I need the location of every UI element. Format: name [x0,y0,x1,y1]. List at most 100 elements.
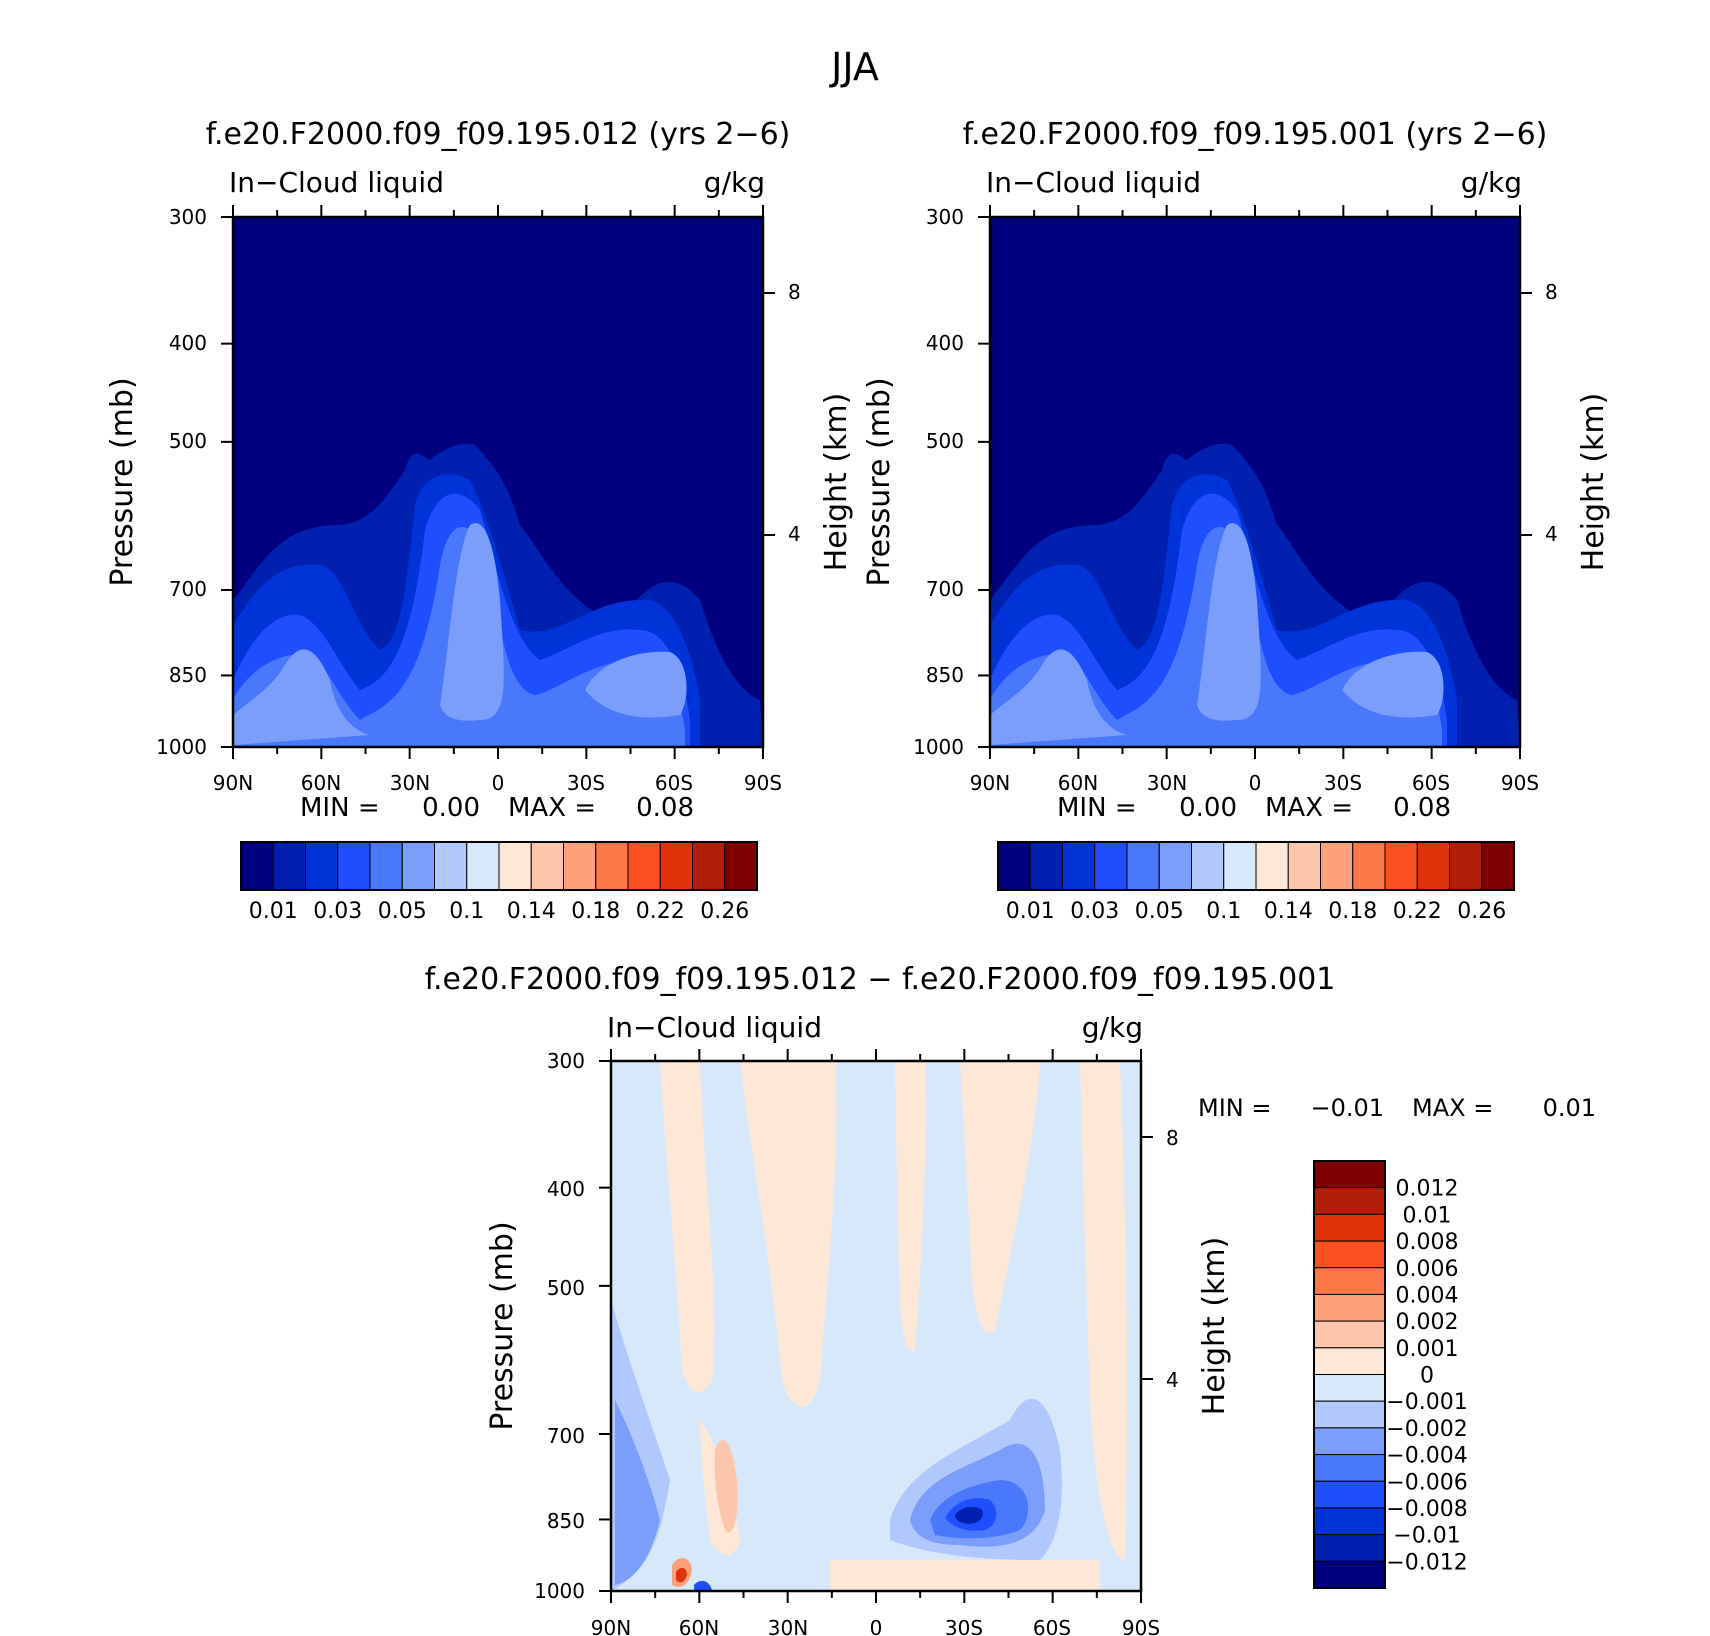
colorbar-label: 0.14 [1264,899,1313,924]
colorbar-box [1313,1320,1386,1349]
min-label: MIN = [1057,793,1137,823]
colorbar-box [1313,1534,1386,1562]
max-label: MAX = [508,793,596,823]
colorbar-box [1313,1187,1386,1215]
field-negative-5 [694,1580,712,1591]
colorbar-label: 0.22 [636,899,685,924]
field-positive-6 [676,1567,687,1583]
y-tick-label: 300 [926,205,964,229]
colorbar-box [337,841,371,891]
max-label: MAX = [1265,793,1353,823]
colorbar-label: −0.008 [1386,1497,1467,1522]
colorbar-label: 0.26 [700,899,749,924]
colorbar-frame [1313,1160,1386,1589]
min-value: 0.00 [422,793,480,823]
x-tick-label: 60S [1412,771,1450,795]
colorbar-box [498,841,532,891]
panel-3-title: f.e20.F2000.f09_f09.195.012 − f.e20.F200… [425,962,1336,997]
panel-1-units-label: g/kg [704,166,765,199]
x-tick-label: 0 [1249,771,1262,795]
x-tick-label: 60N [679,1616,719,1636]
colorbar-label: −0.01 [1393,1524,1460,1549]
y-tick-label: 300 [169,205,207,229]
colorbar-box [1320,841,1354,891]
panel-3-contour-field [611,1061,1141,1591]
panel-1-contour-field [233,217,763,747]
colorbar-label: 0.03 [313,899,362,924]
x-tick-label: 30S [1324,771,1362,795]
colorbar-box [1449,841,1483,891]
colorbar-box [401,841,435,891]
y-tick-label: 850 [547,1509,585,1533]
x-tick-label: 0 [870,1616,883,1636]
colorbar-label: −0.012 [1386,1550,1467,1575]
colorbar-box [1481,841,1515,891]
field-zero-positive [895,1061,926,1351]
colorbar-label: 0.01 [249,899,298,924]
y2-tick-label: 8 [1545,280,1558,304]
y2-axis-label: Height (km) [1197,1237,1232,1416]
colorbar-box [1191,841,1225,891]
y-tick-label: 1000 [534,1579,585,1603]
colorbar-box [1313,1347,1386,1375]
field-level-6 [233,523,687,745]
field-negative-3 [615,1400,660,1585]
x-tick-label: 30S [567,771,605,795]
panel-3-colorbar: 0.0120.010.0080.0060.0040.0020.0010−0.00… [1313,1160,1468,1589]
colorbar-label: 0.05 [1135,899,1184,924]
y-tick-label: 850 [926,663,964,687]
field-zero-positive [830,1560,1100,1591]
y-tick-label: 400 [926,331,964,355]
y2-tick-label: 4 [788,522,801,546]
colorbar-label: 0.18 [1328,899,1377,924]
y2-tick-label: 4 [1166,1368,1179,1392]
figure-title: JJA [829,45,879,89]
colorbar-box [1313,1480,1386,1509]
colorbar-label: −0.001 [1386,1390,1467,1415]
colorbar-box [1223,841,1257,891]
colorbar-label: −0.004 [1386,1444,1467,1469]
colorbar-label: 0.1 [449,899,484,924]
field-zero-positive [740,1061,837,1407]
x-tick-label: 30S [945,1616,983,1636]
min-label: MIN = [300,793,380,823]
colorbar-box [1313,1267,1386,1295]
colorbar-box [1313,1160,1386,1189]
x-tick-label: 30N [768,1616,808,1636]
max-value: 0.08 [1393,793,1451,823]
y-tick-label: 1000 [156,735,207,759]
panel-3-axes: 90N 60N 30N 0 30S 60S 90S 300 400 500 70… [485,1049,1232,1636]
min-value: 0.00 [1179,793,1237,823]
y-tick-label: 300 [547,1049,585,1073]
panel-2-colorbar: 0.01 0.03 0.05 0.1 0.14 0.18 0.22 0.26 [997,841,1515,924]
panel-1-colorbar: 0.01 0.03 0.05 0.1 0.14 0.18 0.22 0.26 [240,841,758,924]
panel-3-units-label: g/kg [1082,1011,1143,1044]
panel-1-title: f.e20.F2000.f09_f09.195.012 (yrs 2−6) [206,117,791,152]
colorbar-box [1313,1293,1386,1322]
colorbar-box [1416,841,1450,891]
colorbar-box [595,841,629,891]
colorbar-box [1158,841,1192,891]
colorbar-box [434,841,468,891]
colorbar-box [1313,1400,1386,1429]
colorbar-box [530,841,564,891]
colorbar-box [1313,1507,1386,1536]
y-axis-label: Pressure (mb) [485,1221,520,1430]
colorbar-label: −0.002 [1386,1417,1467,1442]
y-tick-label: 850 [169,663,207,687]
colorbar-box [1313,1454,1386,1482]
x-tick-label: 90N [213,771,253,795]
colorbar-frame [240,841,758,891]
colorbar-label: 0.14 [507,899,556,924]
x-tick-label: 0 [492,771,505,795]
colorbar-box [1313,1374,1386,1402]
colorbar-label: 0.004 [1396,1283,1459,1308]
y2-tick-label: 4 [1545,522,1558,546]
panel-2-title: f.e20.F2000.f09_f09.195.001 (yrs 2−6) [963,117,1548,152]
y2-tick-label: 8 [788,280,801,304]
y-axis-label: Pressure (mb) [105,377,140,586]
colorbar-label: 0.006 [1396,1257,1459,1282]
colorbar-box [466,841,500,891]
colorbar-box [369,841,403,891]
